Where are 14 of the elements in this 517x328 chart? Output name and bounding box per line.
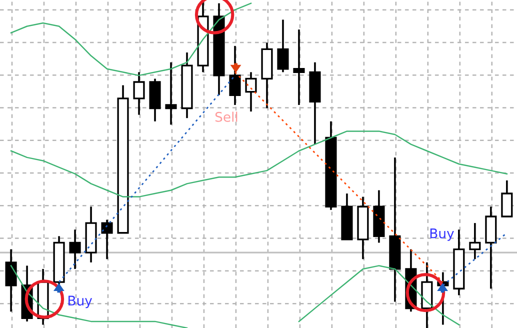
candlestick <box>69 228 81 270</box>
annotation: Buy <box>430 228 454 241</box>
annotation: Sell <box>215 112 238 122</box>
candlestick <box>101 218 113 260</box>
candlestick <box>277 18 289 74</box>
candlestick <box>293 28 305 106</box>
candlestick <box>229 45 241 106</box>
candlestick <box>133 71 145 116</box>
candlestick <box>469 222 481 260</box>
candlestick <box>5 248 17 313</box>
annotation: Buy <box>68 296 92 308</box>
candlestick <box>501 179 513 218</box>
candlestick <box>165 61 177 126</box>
candlestick <box>245 71 257 112</box>
